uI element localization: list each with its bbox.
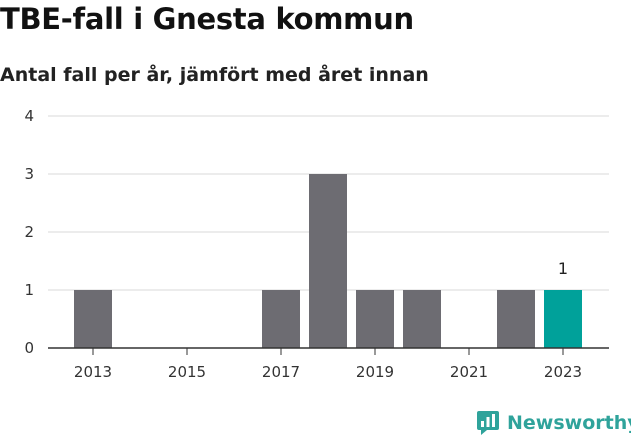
x-tick-label: 2023 [544, 363, 582, 381]
chart-subtitle: Antal fall per år, jämfört med året inna… [0, 64, 429, 86]
x-tick-label: 2017 [262, 363, 300, 381]
x-tick-label: 2021 [450, 363, 488, 381]
bar-2023 [544, 290, 582, 348]
bar-2020 [403, 290, 441, 348]
x-tick-label: 2019 [356, 363, 394, 381]
bar-2017 [262, 290, 300, 348]
y-axis-ticks: 0 1 2 3 4 [24, 107, 34, 357]
bar-2013 [74, 290, 112, 348]
y-tick-label: 1 [24, 281, 34, 299]
y-tick-label: 3 [24, 165, 34, 183]
x-axis-ticks: 2013 2015 2017 2019 2021 2023 [74, 348, 582, 381]
bar-2019 [356, 290, 394, 348]
brand-logo: Newsworthy [476, 408, 631, 438]
bar-2022 [497, 290, 535, 348]
y-tick-label: 2 [24, 223, 34, 241]
data-label: 1 [558, 259, 568, 278]
y-tick-label: 0 [24, 339, 34, 357]
data-labels: 1 [558, 259, 568, 278]
y-tick-label: 4 [24, 107, 34, 125]
x-tick-label: 2015 [168, 363, 206, 381]
brand-name: Newsworthy [507, 412, 631, 434]
newsworthy-logo-icon [477, 411, 499, 435]
bars [74, 174, 582, 348]
chart-title: TBE-fall i Gnesta kommun [0, 2, 414, 36]
x-tick-label: 2013 [74, 363, 112, 381]
bar-2018 [309, 174, 347, 348]
bar-chart: 0 1 2 3 4 2013 2015 2017 2019 2021 2023 1 [24, 107, 609, 381]
